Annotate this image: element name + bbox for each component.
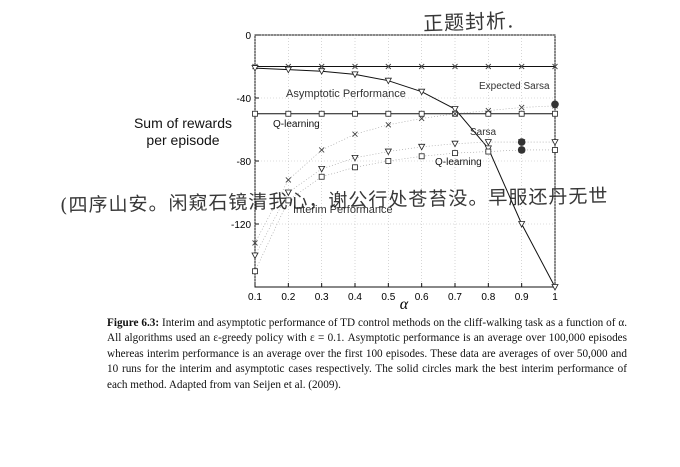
series-line-q-learning-interim — [254, 149, 555, 272]
data-point-q-learning-asymptotic — [318, 110, 325, 117]
annotation-asymptotic: Asymptotic Performance — [286, 88, 406, 100]
data-point-sarsa-asymptotic — [517, 221, 526, 228]
data-point-expected-sarsa-interim — [252, 240, 258, 246]
data-point-sarsa-interim — [251, 252, 259, 260]
data-point-q-learning-asymptotic — [485, 110, 492, 117]
data-point-sarsa-interim — [417, 143, 426, 151]
data-point-q-learning-asymptotic — [418, 110, 425, 117]
y-axis-label-line2: per episode — [146, 132, 220, 148]
data-point-expected-sarsa-interim — [418, 115, 425, 122]
data-point-expected-sarsa-asymptotic — [418, 63, 425, 70]
data-point-expected-sarsa-asymptotic — [552, 63, 558, 70]
x-axis-label: α — [400, 296, 409, 313]
data-point-sarsa-interim — [484, 139, 493, 146]
data-point-expected-sarsa-asymptotic — [452, 63, 458, 70]
annotation-sarsa: Sarsa — [470, 127, 497, 138]
data-point-sarsa-interim — [551, 139, 559, 146]
data-point-sarsa-asymptotic — [251, 65, 259, 72]
x-tick-label: 0.1 — [248, 292, 262, 303]
data-point-q-learning-interim — [452, 150, 458, 157]
data-point-expected-sarsa-asymptotic — [352, 63, 358, 70]
x-tick-label: 1 — [552, 292, 558, 303]
data-point-q-learning-interim — [285, 197, 292, 204]
data-point-expected-sarsa-interim — [285, 177, 292, 183]
data-point-sarsa-interim — [351, 154, 359, 162]
data-point-expected-sarsa-interim — [518, 104, 525, 111]
data-point-q-learning-asymptotic — [518, 110, 525, 117]
x-tick-label: 0.6 — [415, 292, 429, 303]
data-point-q-learning-interim — [552, 147, 558, 153]
x-tick-label: 0.9 — [515, 292, 529, 303]
data-point-sarsa-asymptotic — [351, 71, 359, 79]
caption-label: Figure 6.3: — [107, 317, 160, 329]
annotation-q-learning-asymptotic: Q-learning — [273, 119, 320, 130]
data-point-expected-sarsa-interim — [452, 110, 458, 117]
data-point-q-learning-asymptotic — [252, 110, 258, 117]
handwritten-note-top: 正题封析. — [422, 8, 515, 36]
series-line-sarsa-asymptotic — [254, 67, 556, 288]
data-point-q-learning-interim — [418, 153, 425, 160]
annotation-interim: Interim Performance — [293, 204, 393, 216]
annotation-expected-sarsa: Expected Sarsa — [479, 81, 550, 92]
data-point-sarsa-interim — [451, 140, 459, 148]
best-point-expected-sarsa — [551, 100, 559, 109]
data-point-sarsa-asymptotic — [551, 284, 559, 291]
figure-caption: Figure 6.3: Interim and asymptotic perfo… — [107, 316, 627, 393]
chart-ticks: 0.1 0.2 0.3 0.4 0.5 0.6 0.7 0.8 0.9 1 0 -40 -80 -120 — [231, 31, 558, 303]
y-tick-label: -40 — [237, 94, 252, 105]
data-point-expected-sarsa-interim — [385, 121, 392, 128]
data-point-sarsa-asymptotic — [384, 77, 393, 85]
chart-annotations: Asymptotic Performance Interim Performan… — [273, 81, 550, 216]
best-point-q-learning — [517, 146, 526, 154]
annotation-q-learning-interim: Q-learning — [435, 157, 482, 168]
caption-text: Interim and asymptotic performance of TD… — [107, 317, 627, 391]
data-point-sarsa-interim — [384, 148, 393, 156]
data-point-q-learning-asymptotic — [352, 110, 358, 117]
x-tick-label: 0.4 — [348, 292, 362, 303]
data-point-q-learning-asymptotic — [385, 110, 392, 117]
data-point-sarsa-asymptotic — [317, 68, 326, 76]
data-point-sarsa-interim — [317, 165, 326, 173]
y-tick-label: 0 — [245, 31, 251, 42]
data-point-q-learning-interim — [485, 148, 492, 155]
data-point-expected-sarsa-asymptotic — [385, 63, 392, 70]
x-tick-label: 0.8 — [481, 292, 495, 303]
y-tick-label: -80 — [237, 157, 252, 168]
data-point-sarsa-asymptotic — [417, 88, 426, 96]
data-point-sarsa-asymptotic — [451, 106, 459, 113]
data-point-q-learning-interim — [385, 158, 392, 164]
data-point-q-learning-interim — [352, 164, 358, 171]
x-tick-label: 0.3 — [315, 292, 329, 303]
y-tick-label: -120 — [231, 220, 251, 231]
x-tick-label: 0.7 — [448, 292, 462, 303]
chart-series — [251, 63, 559, 291]
x-tick-label: 0.5 — [381, 292, 395, 303]
y-axis-label: Sum of rewards per episode — [118, 115, 248, 149]
data-point-expected-sarsa-interim — [318, 147, 325, 153]
data-point-sarsa-interim — [284, 189, 293, 197]
data-point-q-learning-asymptotic — [285, 110, 292, 117]
data-point-q-learning-asymptotic — [552, 110, 558, 117]
data-point-q-learning-interim — [252, 268, 258, 275]
data-point-expected-sarsa-asymptotic — [485, 63, 492, 70]
data-point-expected-sarsa-interim — [485, 107, 492, 114]
series-line-expected-sarsa-interim — [254, 105, 556, 244]
x-tick-label: 0.2 — [281, 292, 295, 303]
chart-gridlines — [254, 34, 556, 287]
best-point-sarsa — [517, 138, 526, 146]
data-point-expected-sarsa-interim — [352, 131, 358, 138]
y-axis-label-line1: Sum of rewards — [133, 115, 233, 131]
data-point-expected-sarsa-asymptotic — [318, 63, 325, 70]
data-point-sarsa-asymptotic — [284, 66, 293, 74]
data-point-q-learning-interim — [318, 173, 325, 180]
data-point-expected-sarsa-asymptotic — [518, 63, 525, 70]
